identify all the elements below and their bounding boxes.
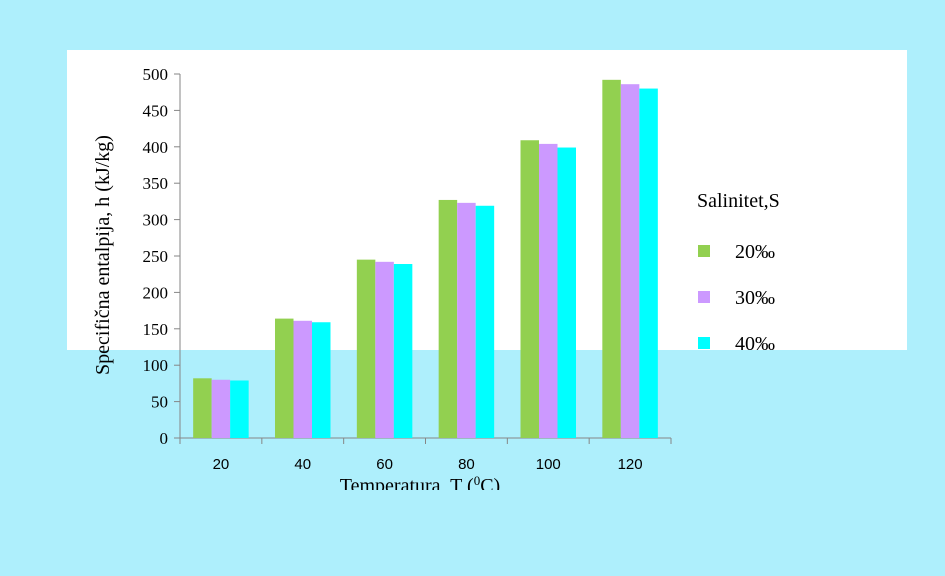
legend-swatch	[698, 245, 710, 257]
legend-swatch	[698, 337, 710, 349]
x-axis-title: Temperatura, T (0C)	[340, 473, 500, 491]
bar	[620, 84, 640, 438]
bar	[475, 205, 495, 438]
y-tick-label: 50	[151, 393, 168, 412]
legend: Salinitet,S 20‰ 30‰ 40‰	[697, 190, 780, 355]
y-tick-label: 150	[143, 320, 169, 339]
bar	[602, 79, 621, 438]
x-tick-label: 40	[294, 456, 311, 473]
legend-label: 20‰	[735, 241, 775, 263]
y-tick-label: 450	[143, 101, 169, 120]
x-axis-title-main: Temperatura, T (	[340, 475, 474, 490]
bar	[375, 261, 394, 438]
bar	[211, 379, 231, 438]
bar	[312, 322, 331, 438]
bar	[520, 140, 539, 439]
bar	[193, 378, 212, 438]
bars-group	[193, 79, 658, 439]
bar	[275, 318, 294, 438]
x-tick-label: 100	[536, 456, 561, 473]
chart-panel: 0 50 100 150 200 250 300 350 400 450 500 20 40 60 80 1…	[67, 50, 907, 490]
y-tick-label: 350	[143, 174, 169, 193]
bar	[557, 147, 576, 438]
y-tick-label: 200	[143, 283, 169, 302]
bar	[438, 199, 458, 438]
y-tick-label: 250	[143, 247, 169, 266]
x-axis-title-superscript: 0	[474, 473, 481, 488]
bar	[293, 320, 312, 438]
bar	[457, 202, 476, 438]
x-tick-label: 80	[458, 456, 475, 473]
y-tick-label: 100	[143, 356, 169, 375]
y-tick-label: 0	[160, 429, 169, 448]
y-tick-label: 300	[143, 211, 169, 230]
bar	[356, 259, 376, 438]
bar	[230, 380, 249, 438]
bar	[639, 88, 658, 438]
bar	[393, 264, 413, 438]
bar	[539, 143, 558, 438]
bar-chart: 0 50 100 150 200 250 300 350 400 450 500 20 40 60 80 1…	[92, 65, 780, 491]
x-tick-label: 60	[376, 456, 393, 473]
y-tick-label: 500	[143, 65, 169, 84]
x-tick-label: 120	[618, 456, 643, 473]
legend-label: 30‰	[735, 287, 775, 309]
y-tick-label: 400	[143, 138, 169, 157]
legend-title: Salinitet,S	[697, 190, 780, 212]
x-tick-label: 20	[213, 456, 230, 473]
y-axis: 0 50 100 150 200 250 300 350 400 450 500	[143, 65, 181, 448]
legend-swatch	[698, 291, 710, 303]
x-axis-title-tail: C)	[480, 475, 500, 490]
x-axis: 20 40 60 80 100 120	[179, 437, 672, 473]
legend-label: 40‰	[735, 333, 775, 355]
y-axis-title: Specifična entalpija, h (kJ/kg)	[92, 135, 114, 375]
